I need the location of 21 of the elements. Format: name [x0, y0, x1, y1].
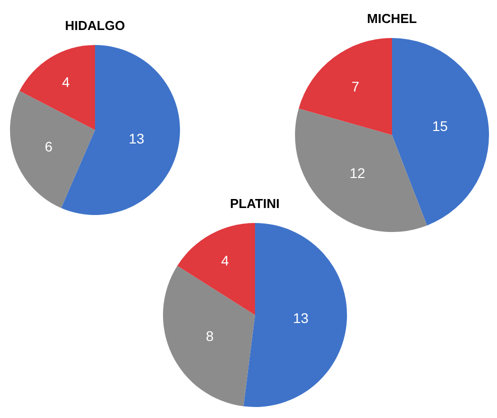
- pie-slice: [61, 45, 180, 215]
- chart-title: PLATINI: [230, 196, 280, 211]
- data-label: 8: [206, 328, 214, 344]
- pie-slice: [20, 45, 95, 130]
- data-label: 4: [62, 74, 70, 90]
- data-label: 6: [44, 138, 53, 154]
- data-label: 4: [221, 252, 230, 269]
- pie-slice: [295, 108, 428, 232]
- pie-slice: [392, 38, 489, 226]
- data-label: 12: [350, 164, 366, 181]
- pie-slice: [243, 223, 347, 407]
- data-label: 7: [352, 78, 360, 95]
- pie-slice: [163, 266, 255, 406]
- chart-title: HIDALGO: [65, 18, 125, 33]
- data-label: 13: [128, 130, 145, 147]
- data-label: 13: [293, 310, 309, 326]
- pie-slice: [298, 38, 392, 135]
- pie-slice: [10, 90, 95, 208]
- data-label: 15: [432, 118, 448, 134]
- pie-slice: [177, 223, 255, 315]
- chart-title: MICHEL: [367, 11, 417, 26]
